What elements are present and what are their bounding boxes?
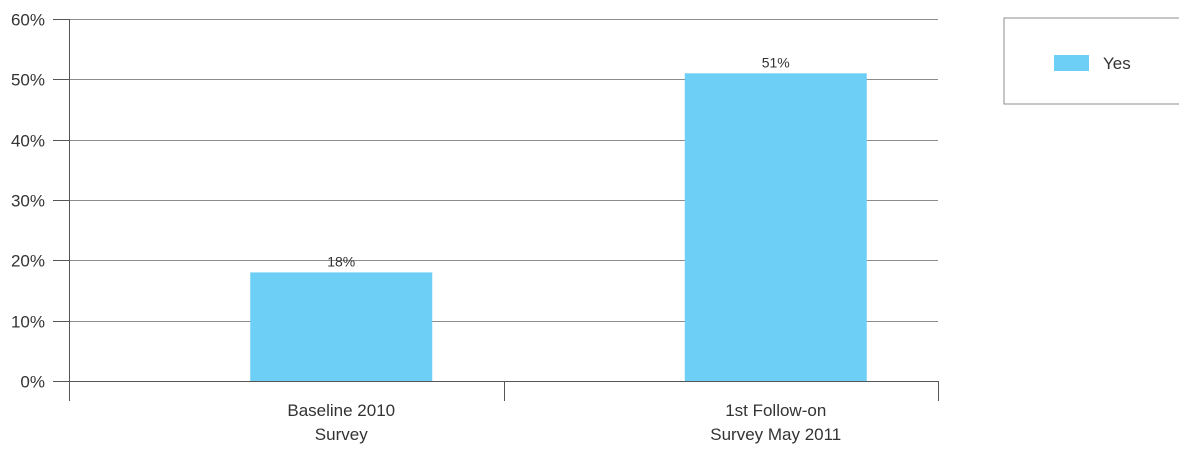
y-tick-label: 60% bbox=[11, 11, 45, 30]
x-tick-label-line: Survey bbox=[315, 425, 368, 444]
x-tick-label-line: Survey May 2011 bbox=[710, 425, 841, 444]
data-label: 51% bbox=[762, 54, 790, 70]
x-tick-label-line: 1st Follow-on bbox=[725, 401, 826, 420]
x-tick-label-line: Baseline 2010 bbox=[287, 401, 395, 420]
legend: Yes bbox=[1003, 17, 1179, 105]
data-label: 18% bbox=[327, 253, 355, 269]
y-tick-label: 50% bbox=[11, 71, 45, 90]
legend-box bbox=[1003, 17, 1179, 105]
x-tick-label: Baseline 2010 Survey bbox=[287, 401, 395, 444]
bar bbox=[250, 272, 433, 381]
y-tick-label: 0% bbox=[20, 373, 45, 392]
legend-label-yes: Yes bbox=[1103, 54, 1131, 73]
bar bbox=[684, 73, 867, 382]
y-tick-label: 30% bbox=[11, 192, 45, 211]
bars: 18% 51% bbox=[250, 54, 867, 382]
x-axis: Baseline 2010 Survey 1st Follow-on Survey M… bbox=[53, 381, 939, 444]
y-tick-label: 20% bbox=[11, 252, 45, 271]
y-axis: 0% 10% 20% 30% 40% 50% 60% bbox=[11, 11, 70, 401]
legend-swatch-yes bbox=[1054, 55, 1089, 71]
x-tick-label: 1st Follow-on Survey May 2011 bbox=[710, 401, 841, 444]
y-tick-label: 40% bbox=[11, 132, 45, 151]
y-tick-label: 10% bbox=[11, 313, 45, 332]
